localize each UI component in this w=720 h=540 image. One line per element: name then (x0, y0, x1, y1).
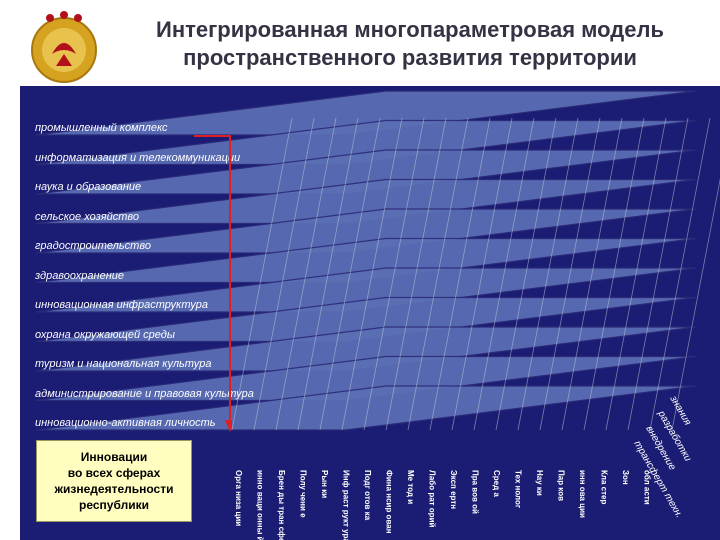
column-line (385, 117, 447, 431)
column-line (539, 117, 601, 431)
layer-label: здравоохранение (35, 269, 124, 282)
layer-plane (35, 208, 697, 254)
layer-plane (35, 178, 697, 225)
layer-plane (35, 326, 697, 372)
column-label: инн ова ции (578, 470, 587, 518)
column-line (649, 117, 711, 431)
layer-plane (35, 267, 697, 313)
column-label: Нау ки (535, 470, 544, 496)
column-label: Пра вов ой (471, 470, 480, 514)
layer-label: инновационная инфраструктура (35, 299, 209, 311)
column-label: Тех нолог (514, 470, 523, 509)
column-line (429, 117, 491, 431)
layer-label: охрана окружающей среды (35, 328, 175, 341)
column-line (605, 117, 667, 431)
column-line (583, 117, 645, 431)
legend-box: Инновации во всех сферах жизнедеятельнос… (36, 440, 192, 522)
column-line (297, 117, 359, 431)
column-line (473, 117, 535, 431)
column-label: Зон (621, 470, 630, 485)
column-label: Лабо рат орий (428, 470, 437, 527)
layer-label: наука и образование (35, 181, 142, 193)
legend-line-1: Инновации (80, 450, 148, 464)
title-line-1: Интегрированная многопараметровая модель (156, 17, 664, 42)
legend-line-3: жизнедеятельности (54, 482, 174, 496)
coat-of-arms-icon (31, 11, 97, 83)
column-label: Инф раст рукт ура (342, 470, 351, 540)
layer-label: промышленный комплекс (35, 122, 168, 134)
layer-label: сельское хозяйство (35, 210, 139, 223)
layer-label: инновационно-активная личность (35, 417, 216, 429)
legend-line-2: во всех сферах (67, 466, 161, 480)
column-label: Пар ков (557, 470, 566, 501)
column-label: Эксп ертн (449, 470, 458, 509)
column-line (561, 117, 623, 431)
column-line (627, 117, 689, 431)
column-label: Брен ды тран сфер (277, 470, 286, 540)
column-label: Орга низа ции (234, 470, 243, 526)
column-line (407, 117, 469, 431)
column-label: Рын ки (320, 470, 329, 498)
column-line (231, 117, 293, 431)
layer-plane (35, 355, 697, 402)
column-line (319, 117, 381, 431)
layer-plane (35, 149, 697, 195)
layer-plane (35, 296, 697, 343)
column-label: инно ваци онны й (256, 470, 265, 540)
column-label: обл асти (643, 470, 652, 505)
layer-plane (35, 90, 697, 136)
column-label: Подг отов ка (363, 470, 372, 521)
column-label: Фина нсир ован (385, 470, 394, 534)
column-label: Кла стер (600, 470, 609, 504)
red-arrow-icon (194, 135, 232, 432)
header: Интегрированная многопараметровая модель… (0, 0, 720, 85)
layer-label: информатизация и телекоммуникации (35, 151, 241, 164)
layer-label: администрирование и правовая культура (35, 387, 254, 400)
layer-plane (35, 385, 697, 431)
column-line (341, 117, 403, 431)
legend-line-4: республики (79, 498, 149, 512)
column-line (451, 117, 513, 431)
column-line (517, 117, 579, 431)
layer-label: туризм и национальная культура (35, 358, 212, 370)
page-title: Интегрированная многопараметровая модель… (110, 16, 710, 72)
title-line-2: пространственного развития территории (183, 45, 637, 70)
column-line (671, 178, 720, 431)
layer-label: градостроительство (35, 240, 151, 252)
column-label: Полу чени е (299, 470, 308, 518)
column-label: Сред а (492, 470, 501, 497)
column-line (363, 117, 425, 431)
column-line (495, 117, 557, 431)
column-line (275, 117, 337, 431)
column-line (253, 117, 315, 431)
column-label: Ме тод и (406, 470, 415, 504)
